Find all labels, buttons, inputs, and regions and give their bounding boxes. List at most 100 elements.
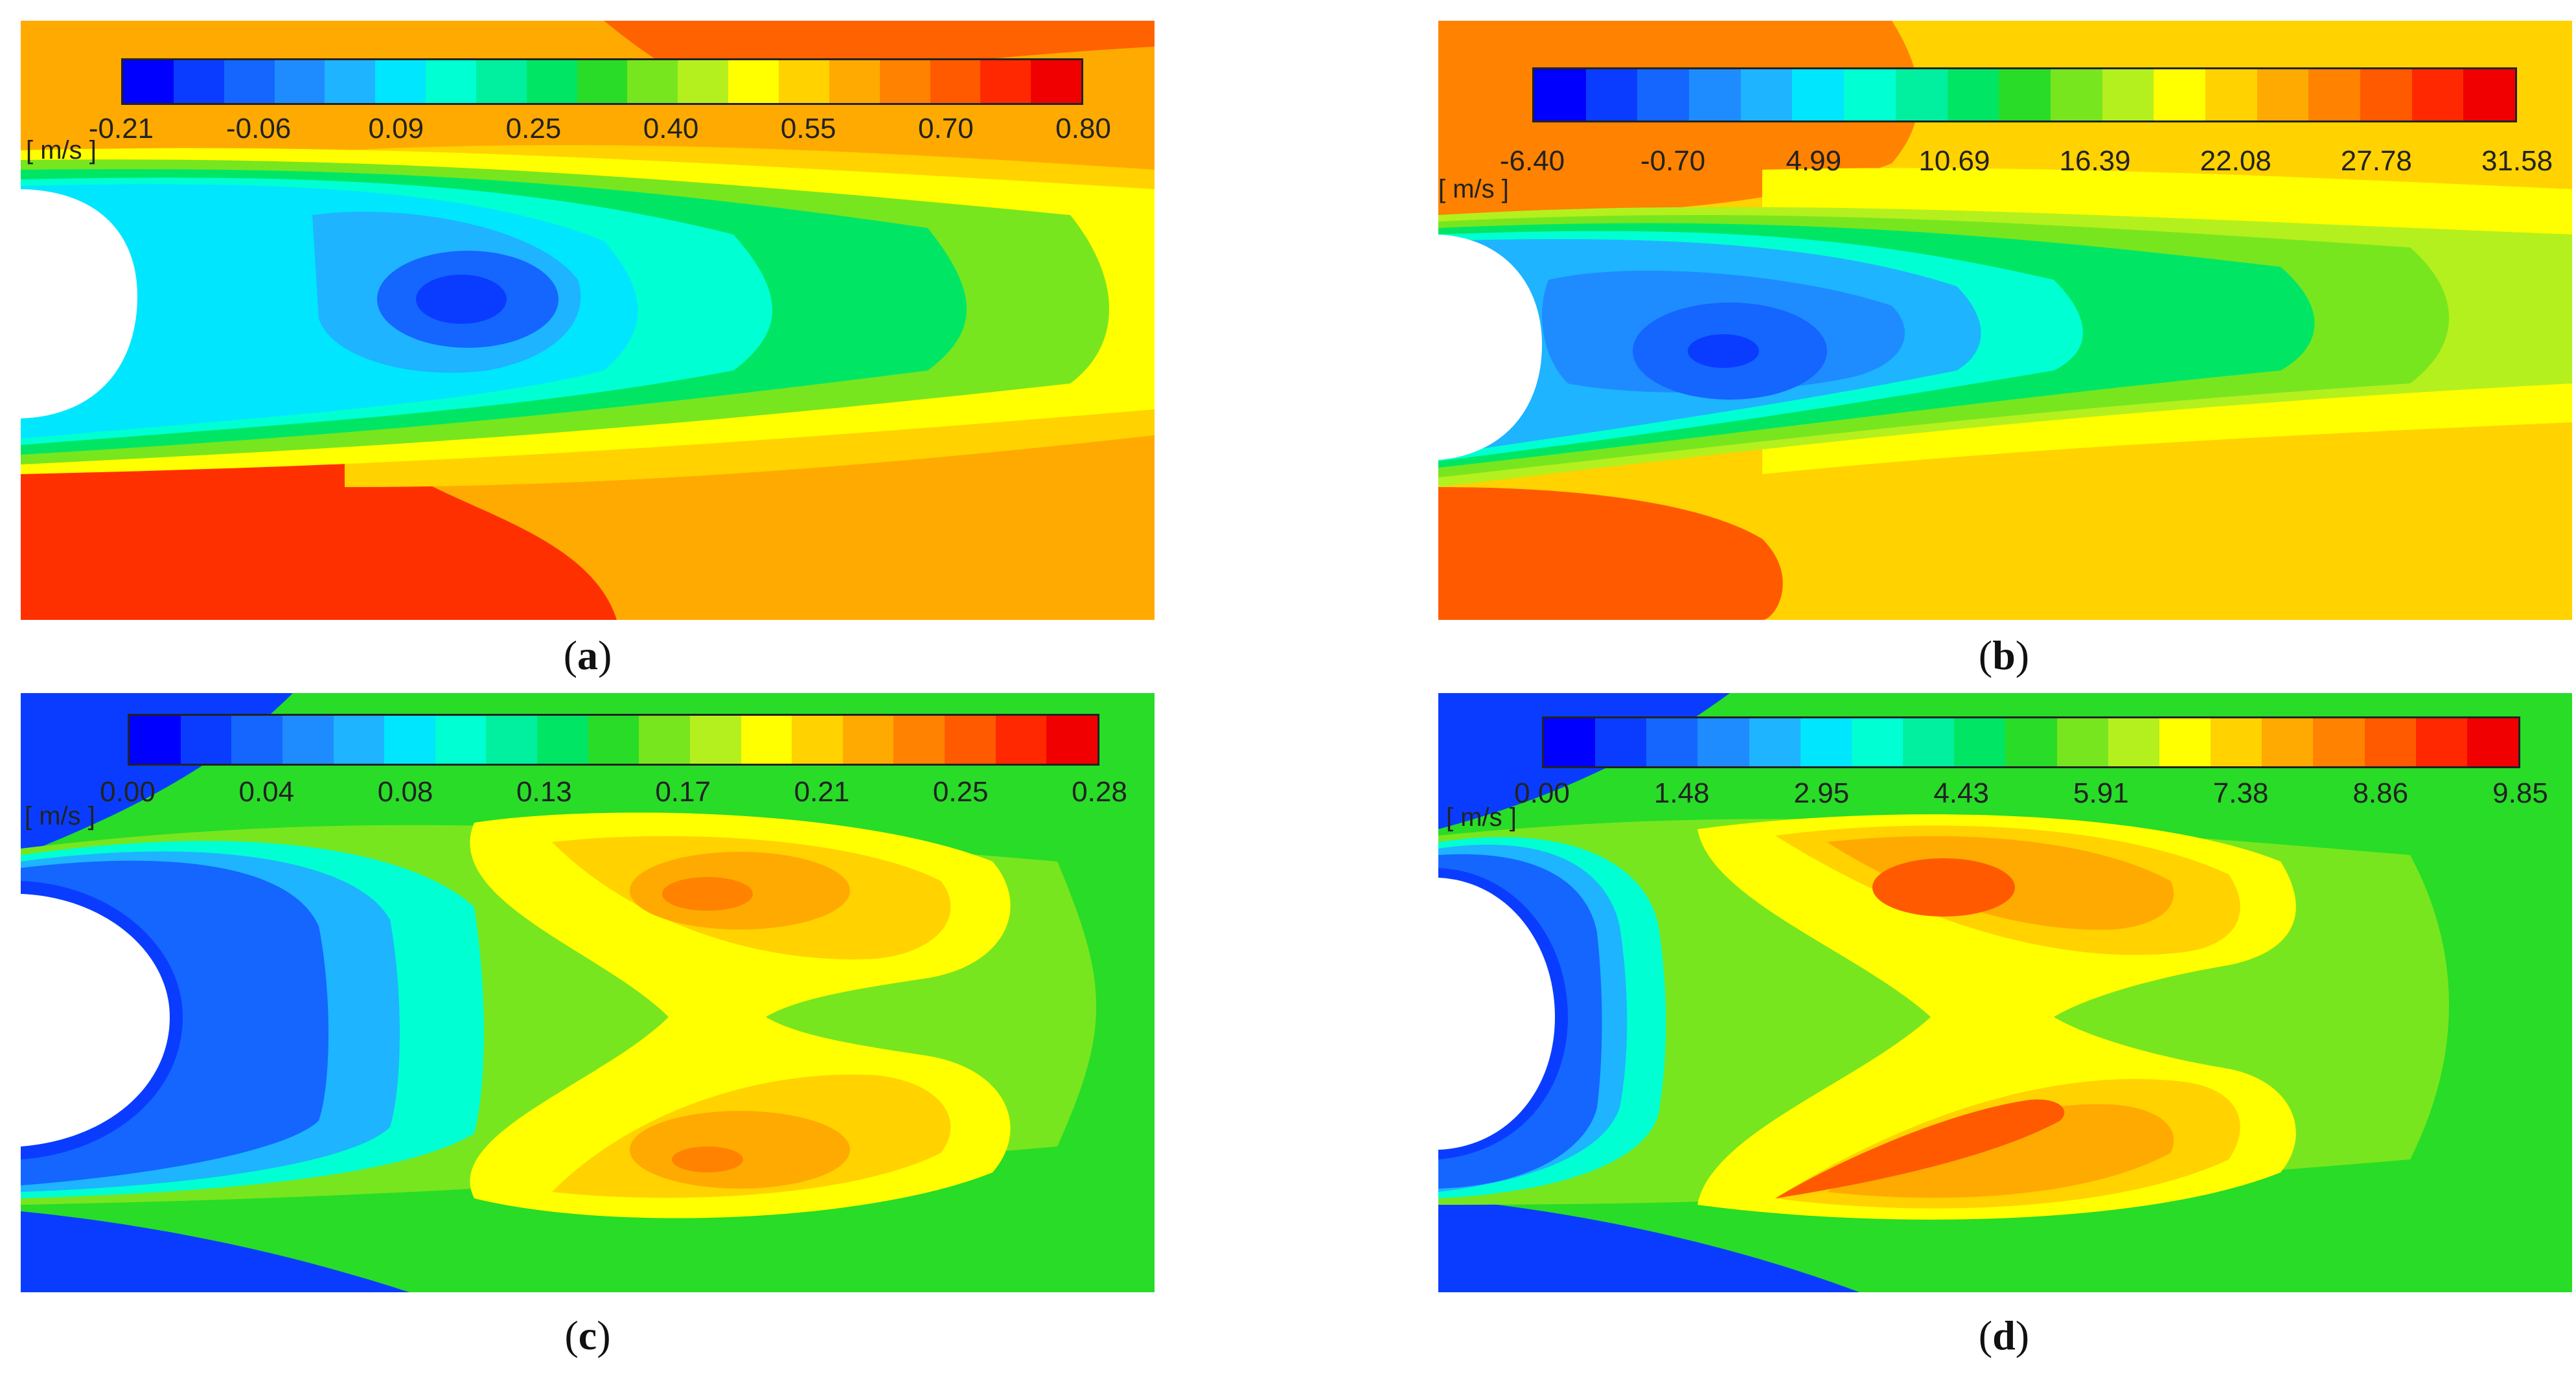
colorbar-tick-label: 0.21 — [794, 776, 850, 808]
unit-label-a: [ m/s ] — [26, 136, 97, 165]
colorbar-swatch — [945, 716, 996, 764]
colorbar-swatch — [1851, 718, 1903, 766]
caption-b: (b) — [1978, 632, 2030, 678]
colorbar-swatch — [2159, 718, 2211, 766]
colorbar-tick-label: 0.40 — [643, 113, 699, 144]
colorbar-swatch — [274, 60, 325, 103]
colorbar-swatch — [2257, 69, 2309, 120]
colorbar-swatch — [842, 716, 894, 764]
velocity-contour-d — [1438, 693, 2572, 1292]
colorbar-swatch — [2205, 69, 2257, 120]
colorbar-swatch — [778, 60, 829, 103]
colorbar-swatch — [426, 60, 476, 103]
colorbar-swatch — [577, 60, 628, 103]
colorbar-swatch — [792, 716, 843, 764]
colorbar-swatch — [1800, 718, 1852, 766]
colorbar-swatch — [1844, 69, 1896, 120]
colorbar-tick-label: 31.58 — [2481, 145, 2553, 177]
colorbar-swatch — [930, 60, 981, 103]
colorbar-tick-label: 1.48 — [1653, 777, 1710, 809]
colorbar-swatch — [2050, 69, 2102, 120]
colorbar-tick-label: 0.17 — [655, 776, 711, 808]
colorbar-swatch — [1046, 716, 1098, 764]
colorbar-swatch — [1740, 69, 1793, 120]
colorbar-swatch — [231, 716, 282, 764]
colorbar-swatch — [2154, 69, 2205, 120]
colorbar-swatch — [829, 60, 880, 103]
colorbar-swatch — [282, 716, 334, 764]
colorbar-swatch — [476, 60, 527, 103]
colorbar-ticks-d: 0.00 1.48 2.95 4.43 5.91 7.38 8.86 9.85 — [1514, 777, 2548, 816]
colorbar-swatch — [526, 60, 577, 103]
contour-panel-a: -0.21 -0.06 0.09 0.25 0.40 0.55 0.70 0.80 [ m/s… — [21, 21, 1155, 620]
colorbar-tick-label: 8.86 — [2352, 777, 2409, 809]
colorbar-swatch — [2056, 718, 2108, 766]
colorbar-tick-label: 0.04 — [238, 776, 295, 808]
colorbar-swatch — [123, 60, 174, 103]
colorbar-swatch — [1697, 718, 1749, 766]
colorbar-swatch — [2102, 69, 2154, 120]
colorbar-swatch — [689, 716, 741, 764]
colorbar-tick-label: 0.13 — [516, 776, 572, 808]
colorbar-tick-label: 16.39 — [2059, 145, 2131, 177]
colorbar-swatch — [1534, 69, 1586, 120]
colorbar-tick-label: 0.25 — [932, 776, 989, 808]
colorbar-tick-label: 9.85 — [2492, 777, 2548, 809]
colorbar-c — [128, 714, 1099, 766]
colorbar-a — [121, 58, 1083, 105]
colorbar-swatch — [879, 60, 930, 103]
colorbar-tick-label: 5.91 — [2073, 777, 2129, 809]
colorbar-tick-label: 7.38 — [2213, 777, 2269, 809]
colorbar-swatch — [2467, 718, 2518, 766]
colorbar-swatch — [627, 60, 678, 103]
unit-label-d: [ m/s ] — [1446, 803, 1517, 832]
colorbar-tick-label: 0.08 — [377, 776, 433, 808]
unit-label-c: [ m/s ] — [25, 802, 95, 830]
colorbar-swatch — [1637, 69, 1690, 120]
colorbar-swatch — [2364, 718, 2416, 766]
colorbar-swatch — [2005, 718, 2057, 766]
colorbar-tick-label: -6.40 — [1499, 145, 1565, 177]
colorbar-tick-label: 0.70 — [918, 113, 974, 144]
colorbar-swatch — [588, 716, 639, 764]
colorbar-swatch — [1999, 69, 2051, 120]
colorbar-swatch — [435, 716, 487, 764]
colorbar-swatch — [678, 60, 729, 103]
contour-panel-b: -6.40 -0.70 4.99 10.69 16.39 22.08 27.78 31.58 … — [1438, 21, 2572, 620]
colorbar-tick-label: -0.06 — [225, 113, 292, 144]
colorbar-swatch — [2262, 718, 2314, 766]
colorbar-tick-label: 2.95 — [1793, 777, 1850, 809]
colorbar-tick-label: 0.80 — [1055, 113, 1111, 144]
colorbar-swatch — [1903, 718, 1955, 766]
colorbar-swatch — [1947, 69, 1999, 120]
colorbar-swatch — [224, 60, 275, 103]
colorbar-swatch — [1954, 718, 2006, 766]
colorbar-swatch — [2360, 69, 2412, 120]
colorbar-swatch — [2313, 718, 2365, 766]
unit-label-b: [ m/s ] — [1438, 175, 1509, 203]
colorbar-swatch — [2415, 718, 2467, 766]
colorbar-swatch — [2411, 69, 2464, 120]
colorbar-swatch — [1689, 69, 1741, 120]
caption-c: (c) — [564, 1312, 611, 1358]
colorbar-swatch — [1544, 718, 1596, 766]
colorbar-tick-label: 0.28 — [1072, 776, 1127, 808]
colorbar-tick-label: 4.43 — [1933, 777, 1989, 809]
colorbar-b — [1532, 67, 2517, 122]
contour-panel-d: 0.00 1.48 2.95 4.43 5.91 7.38 8.86 9.85 [ m/s ] — [1438, 693, 2572, 1292]
colorbar-tick-label: 4.99 — [1786, 145, 1842, 177]
colorbar-swatch — [728, 60, 779, 103]
colorbar-swatch — [995, 716, 1047, 764]
colorbar-swatch — [1585, 69, 1638, 120]
velocity-contour-c — [21, 693, 1155, 1292]
colorbar-ticks-a: -0.21 -0.06 0.09 0.25 0.40 0.55 0.70 0.80 — [89, 113, 1111, 152]
colorbar-swatch — [741, 716, 792, 764]
colorbar-swatch — [1792, 69, 1845, 120]
colorbar-swatch — [980, 60, 1031, 103]
velocity-contour-b — [1438, 21, 2572, 620]
caption-a: (a) — [563, 632, 612, 678]
colorbar-tick-label: -0.21 — [88, 113, 154, 144]
colorbar-ticks-b: -6.40 -0.70 4.99 10.69 16.39 22.08 27.78 31.58 — [1500, 145, 2553, 184]
colorbar-tick-label: -0.70 — [1640, 145, 1706, 177]
colorbar-swatch — [384, 716, 435, 764]
